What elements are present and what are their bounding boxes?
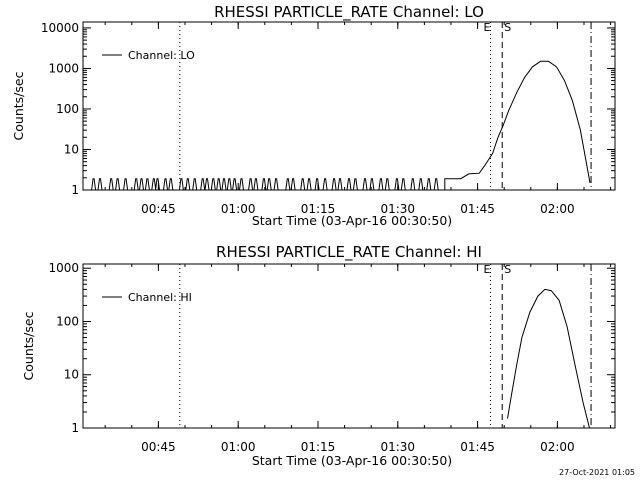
chart-panel-hi: RHESSI PARTICLE_RATE Channel: HI Start Ti…: [21, 243, 616, 468]
x-tick-label: 01:45: [460, 440, 495, 454]
marker-label: E: [484, 263, 491, 276]
x-tick-label: 01:30: [380, 202, 415, 216]
y-tick-label: 10: [64, 368, 79, 382]
timestamp: 27-Oct-2021 01:05: [559, 468, 635, 477]
y-tick-label: 1000: [48, 61, 79, 75]
x-tick-label: 00:45: [141, 440, 176, 454]
chart-panel-lo: RHESSI PARTICLE_RATE Channel: LO Start Ti…: [11, 3, 616, 228]
x-tick-label: 01:30: [380, 440, 415, 454]
y-tick-label: 100: [56, 102, 79, 116]
x-tick-label: 01:15: [301, 202, 336, 216]
y-tick-label: 100: [56, 314, 79, 328]
plot-frame: [82, 263, 616, 429]
plot-frame: [82, 21, 616, 191]
x-tick-label: 01:45: [460, 202, 495, 216]
x-tick-label: 00:45: [141, 202, 176, 216]
y-tick-label: 10000: [41, 21, 79, 35]
x-axis-label: Start Time (03-Apr-16 00:30:50): [252, 213, 452, 228]
legend-entry: Channel: HI: [128, 291, 192, 304]
y-axis-label: Counts/sec: [21, 311, 36, 380]
y-tick-label: 1: [71, 421, 79, 435]
y-tick-label: 1: [71, 183, 79, 197]
chart-title: RHESSI PARTICLE_RATE Channel: HI: [216, 243, 482, 262]
x-tick-label: 01:00: [221, 202, 256, 216]
series-line: [507, 288, 590, 429]
series-line: [83, 60, 591, 191]
marker-label: S: [504, 263, 511, 276]
x-axis-label: Start Time (03-Apr-16 00:30:50): [252, 453, 452, 468]
y-tick-label: 10: [64, 142, 79, 156]
marker-label: S: [504, 21, 511, 34]
legend-entry: Channel: LO: [128, 49, 195, 62]
marker-label: E: [484, 21, 491, 34]
chart-title: RHESSI PARTICLE_RATE Channel: LO: [214, 3, 484, 22]
x-tick-label: 02:00: [540, 202, 575, 216]
x-tick-label: 01:00: [221, 440, 256, 454]
y-tick-label: 1000: [48, 261, 79, 275]
y-axis-label: Counts/sec: [11, 71, 26, 140]
x-tick-label: 01:15: [301, 440, 336, 454]
x-tick-label: 02:00: [540, 440, 575, 454]
